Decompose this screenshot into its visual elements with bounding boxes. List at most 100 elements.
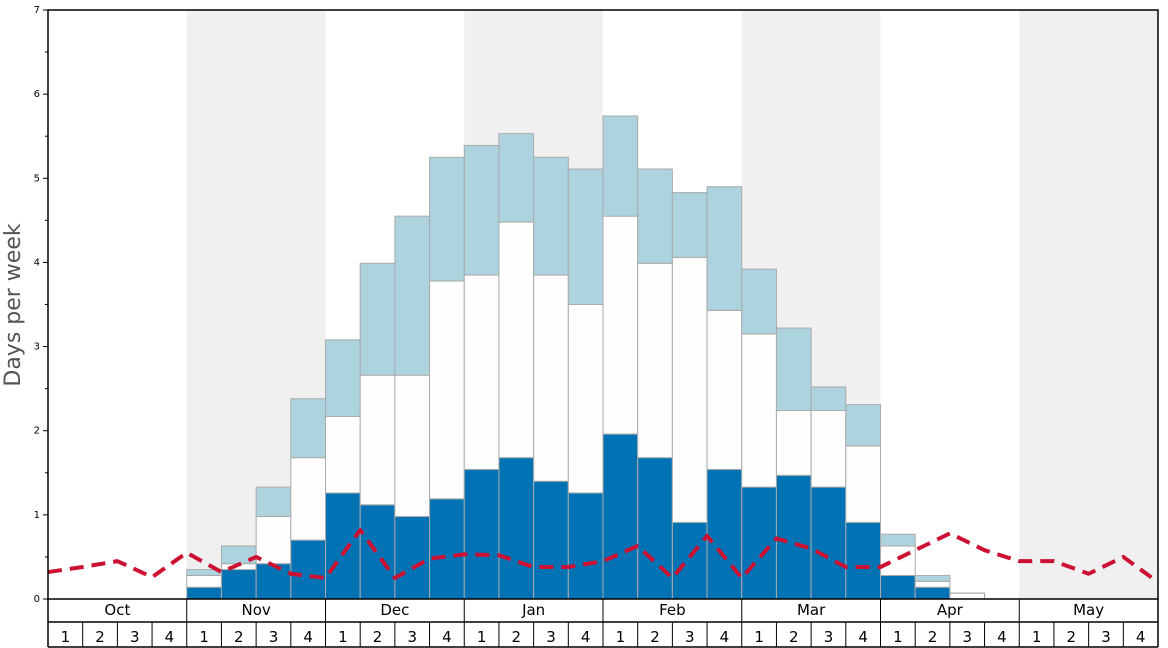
- bar-mid-10: [394, 374, 431, 518]
- bar-dark-24: [880, 574, 916, 600]
- bar-mid-24: [880, 545, 916, 576]
- week-label: 2: [928, 628, 938, 646]
- bar-dark-8: [325, 492, 361, 600]
- y-tick-label: 1: [34, 510, 40, 521]
- month-label-apr: Apr: [937, 601, 964, 619]
- bar-dark-11: [429, 498, 465, 600]
- trend-line: [47, 528, 1160, 584]
- bar-mid-9: [359, 374, 396, 506]
- bar-dark-5: [220, 569, 257, 600]
- bar-mid-25: [914, 580, 951, 588]
- bar-mid-20: [741, 333, 777, 488]
- month-label-jan: Jan: [521, 601, 545, 619]
- week-label: 4: [858, 628, 868, 646]
- week-label: 4: [1136, 628, 1146, 646]
- month-label-feb: Feb: [659, 601, 686, 619]
- y-axis-label: Days per week: [1, 223, 26, 386]
- bar-light-17: [637, 168, 673, 264]
- bar-dark-17: [637, 457, 673, 600]
- bar-mid-8: [325, 415, 361, 494]
- bar-mid-6: [255, 516, 292, 565]
- bar-dark-19: [706, 468, 743, 600]
- bar-dark-7: [290, 539, 326, 600]
- bar-light-6: [255, 486, 292, 518]
- bar-dark-10: [394, 516, 431, 600]
- month-label-oct: Oct: [104, 601, 130, 619]
- week-label: 3: [269, 628, 279, 646]
- bar-mid-12: [463, 274, 500, 470]
- week-label: 3: [130, 628, 140, 646]
- bar-dark-6: [255, 563, 292, 600]
- y-tick-label: 0: [34, 594, 40, 605]
- bar-dark-22: [810, 486, 847, 600]
- week-label: 3: [546, 628, 556, 646]
- bar-dark-21: [775, 474, 812, 600]
- week-label: 2: [373, 628, 383, 646]
- bar-dark-16: [602, 433, 639, 600]
- bar-mid-21: [775, 410, 812, 476]
- y-tick-label: 3: [34, 342, 40, 353]
- week-label: 1: [338, 628, 348, 646]
- bar-light-8: [325, 339, 361, 417]
- week-label: 4: [303, 628, 313, 646]
- bar-mid-23: [845, 445, 881, 523]
- bar-mid-26: [949, 592, 986, 600]
- bar-light-14: [533, 156, 569, 276]
- month-label-mar: Mar: [797, 601, 826, 619]
- bar-light-15: [567, 168, 604, 305]
- bar-dark-23: [845, 521, 881, 600]
- bar-mid-22: [810, 410, 847, 488]
- axes: 0 1 2 3 4 5 6 7 Oct 1 2 3 4 Nov 1 2 3 4 Dec 1 2 3 4 Jan 1 2 3 4 Feb 1…: [34, 5, 1159, 648]
- bar-light-11: [429, 156, 465, 282]
- y-tick-label: 2: [34, 426, 40, 437]
- week-label: 1: [1032, 628, 1042, 646]
- bar-light-20: [741, 268, 777, 335]
- week-label: 4: [581, 628, 591, 646]
- y-tick-label: 7: [34, 5, 40, 16]
- bar-light-13: [498, 133, 535, 223]
- week-label: 4: [997, 628, 1007, 646]
- bar-light-7: [290, 398, 326, 459]
- week-label: 3: [685, 628, 695, 646]
- bar-light-25: [914, 574, 951, 582]
- month-label-nov: Nov: [241, 601, 270, 619]
- bar-light-12: [463, 144, 500, 276]
- week-label: 3: [962, 628, 972, 646]
- month-label-may: May: [1073, 601, 1104, 619]
- bar-light-21: [775, 327, 812, 412]
- bar-dark-20: [741, 486, 777, 600]
- bar-dark-14: [533, 480, 569, 600]
- week-label: 1: [616, 628, 626, 646]
- bar-light-24: [880, 533, 916, 547]
- week-label: 4: [165, 628, 175, 646]
- week-label: 2: [789, 628, 799, 646]
- y-tick-label: 6: [34, 89, 40, 100]
- bar-dark-15: [567, 492, 604, 600]
- shade-band-may: [1019, 10, 1158, 599]
- bar-mid-19: [706, 309, 743, 470]
- bars: [186, 115, 986, 600]
- bar-mid-13: [498, 221, 535, 459]
- bar-light-9: [359, 262, 396, 376]
- bar-dark-9: [359, 504, 396, 600]
- week-label: 1: [754, 628, 764, 646]
- bar-light-10: [394, 215, 431, 376]
- y-tick-label: 4: [34, 257, 40, 268]
- y-tick-label: 5: [34, 173, 40, 184]
- bar-light-18: [671, 192, 708, 258]
- week-label: 2: [95, 628, 105, 646]
- week-label: 4: [442, 628, 452, 646]
- bar-dark-25: [914, 586, 951, 600]
- trend-line-layer: [47, 528, 1160, 584]
- bar-mid-16: [602, 215, 639, 435]
- week-label: 3: [1101, 628, 1111, 646]
- bar-light-23: [845, 404, 881, 447]
- week-label: 2: [650, 628, 660, 646]
- month-label-dec: Dec: [380, 601, 409, 619]
- week-label: 1: [61, 628, 71, 646]
- bar-mid-7: [290, 457, 326, 541]
- bar-mid-18: [671, 256, 708, 523]
- week-label: 3: [824, 628, 834, 646]
- week-label: 1: [477, 628, 487, 646]
